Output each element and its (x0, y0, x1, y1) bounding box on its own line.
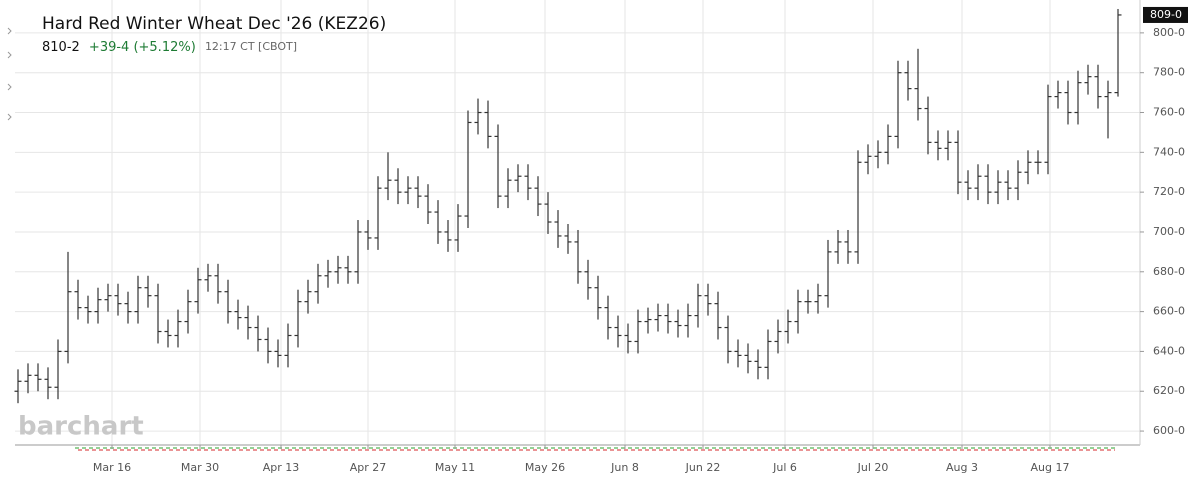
x-tick-label: Jul 6 (772, 461, 797, 474)
bars (14, 8, 1122, 404)
last-price-box (1143, 6, 1188, 23)
side-arrows (7, 27, 12, 121)
y-tick-label: 600-0 (1153, 424, 1185, 437)
ticks: 600-0 620-0 640-0 660-0 680-0 700-0 720-0 740-0… (93, 6, 1188, 474)
x-tick-label: Apr 13 (263, 461, 300, 474)
x-tick-label: Aug 17 (1031, 461, 1070, 474)
y-tick-label: 680-0 (1153, 265, 1185, 278)
y-tick-label: 740-0 (1153, 145, 1185, 158)
quote: 810-2 +39-4 (+5.12%) 12:17 CT [CBOT] (42, 40, 297, 55)
x-tick-label: May 26 (525, 461, 565, 474)
y-tick-label: 640-0 (1153, 344, 1185, 357)
last-price: 810-2 (42, 40, 80, 55)
x-tick-label: Jun 22 (685, 461, 721, 474)
last-price-label: 809-0 (1150, 8, 1182, 21)
price-change: +39-4 (+5.12%) (89, 40, 196, 55)
y-tick-label: 780-0 (1153, 66, 1185, 79)
x-tick-label: Aug 3 (946, 461, 978, 474)
x-tick-label: Jul 20 (857, 461, 889, 474)
y-tick-label: 700-0 (1153, 225, 1185, 238)
y-tick-label: 800-0 (1153, 26, 1185, 39)
x-tick-label: May 11 (435, 461, 475, 474)
y-tick-label: 620-0 (1153, 384, 1185, 397)
x-tick-label: Mar 16 (93, 461, 131, 474)
x-tick-label: Mar 30 (181, 461, 219, 474)
x-tick-label: Apr 27 (350, 461, 387, 474)
y-tick-label: 660-0 (1153, 305, 1185, 318)
x-tick-label: Jun 8 (610, 461, 639, 474)
watermark: barchart (18, 412, 144, 442)
y-tick-label: 720-0 (1153, 185, 1185, 198)
chart-title: Hard Red Winter Wheat Dec '26 (KEZ26) (42, 14, 386, 34)
quote-time: 12:17 CT [CBOT] (205, 40, 297, 53)
y-tick-label: 760-0 (1153, 106, 1185, 119)
